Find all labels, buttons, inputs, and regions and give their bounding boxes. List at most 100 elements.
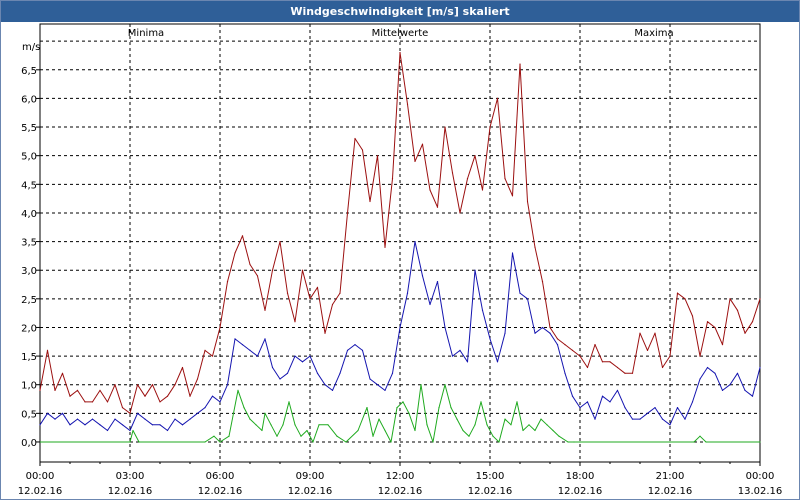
series-mittelwerte-point [669, 424, 671, 426]
series-minima-point [243, 407, 245, 409]
x-tick-time-label: 12:00 [386, 471, 415, 482]
axis-layer: 0,0 0,5 1,0 1,5 2,0 2,5 3,0 3,5 4,0 4,5 5,0 5,5 6,0 6… [18, 66, 783, 497]
series-mittelwerte-point [286, 372, 289, 374]
series-maxima-point [331, 303, 334, 306]
series-mittelwerte-point [676, 407, 679, 409]
series-maxima-point [511, 195, 514, 197]
series-minima-point [450, 407, 452, 409]
series-mittelwerte-point [474, 269, 476, 271]
series-mittelwerte-point [256, 355, 259, 357]
series-maxima-point [99, 389, 101, 391]
series-mittelwerte-point [391, 372, 394, 374]
x-tick-date-label: 12.02.16 [468, 486, 513, 497]
series-maxima-point [661, 366, 664, 369]
series-maxima-point [264, 309, 266, 311]
series-mittelwerte-point [586, 401, 589, 403]
series-mittelwerte-point [114, 418, 116, 420]
series-maxima-point [106, 401, 109, 403]
y-tick-label: 1,0 [21, 381, 37, 392]
series-minima-line [40, 384, 760, 443]
series-mittelwerte-point [151, 424, 154, 426]
x-tick-date-label: 12.02.16 [108, 486, 153, 497]
y-tick-label: 5,0 [21, 152, 37, 163]
series-maxima-point [181, 366, 184, 369]
series-minima-point [132, 429, 134, 432]
series-mittelwerte-point [129, 429, 131, 432]
series-maxima-point [226, 281, 229, 283]
series-maxima-point [76, 389, 79, 391]
series-mittelwerte-point [39, 424, 41, 426]
series-maxima-point [481, 189, 484, 191]
series-maxima-point [294, 321, 296, 323]
series-minima-point [336, 435, 338, 437]
series-minima-point [366, 407, 368, 409]
series-mittelwerte-point [504, 332, 506, 334]
series-maxima-point [354, 137, 356, 140]
series-maxima-point [526, 200, 529, 203]
series-minima-point [432, 441, 434, 443]
series-maxima-point [541, 281, 544, 283]
series-minima-point [540, 418, 542, 420]
series-maxima-point [129, 412, 131, 414]
series-maxima-point [676, 292, 679, 294]
series-maxima-point [324, 332, 326, 334]
series-mittelwerte-point [339, 372, 341, 374]
series-mittelwerte-point [226, 384, 229, 386]
series-maxima-point [46, 349, 49, 351]
series-minima-point [444, 384, 446, 386]
series-mittelwerte-point [541, 326, 544, 329]
series-maxima-point [639, 332, 641, 334]
series-maxima-point [721, 344, 724, 346]
y-tick-label: 5,5 [21, 123, 37, 134]
series-maxima-point [399, 52, 401, 54]
series-maxima-point [714, 326, 716, 329]
x-tick-time-label: 00:00 [26, 471, 55, 482]
series-minima-point [438, 407, 440, 409]
series-maxima-point [219, 326, 221, 329]
series-minima-point [474, 424, 476, 426]
x-tick-time-label: 21:00 [656, 471, 685, 482]
series-mittelwerte-point [234, 338, 236, 340]
series-maxima-point [196, 378, 199, 380]
series-maxima-point [729, 298, 731, 300]
series-minima-point [312, 441, 314, 443]
series-mittelwerte-point [661, 418, 664, 420]
series-maxima-point [204, 349, 206, 351]
series-mittelwerte-point [181, 424, 184, 426]
series-maxima-point [211, 355, 214, 357]
series-minima-point [276, 435, 278, 437]
series-mittelwerte-point [369, 378, 371, 380]
x-tick-date-label: 13.02.16 [738, 486, 783, 497]
series-mittelwerte-point [751, 395, 754, 397]
series-maxima-point [54, 389, 56, 391]
series-mittelwerte-point [196, 412, 199, 414]
y-tick-label: 3,5 [21, 238, 37, 249]
series-maxima-point [376, 155, 379, 157]
series-maxima-point [159, 401, 161, 403]
series-maxima-point [121, 407, 124, 409]
series-maxima-point [346, 212, 349, 214]
series-mittelwerte-point [69, 424, 71, 426]
series-mittelwerte-point [721, 389, 724, 391]
series-maxima-point [384, 246, 386, 248]
series-minima-point [249, 418, 251, 420]
series-maxima-point [586, 366, 589, 369]
series-minima-point [213, 435, 215, 437]
series-maxima-point [594, 344, 596, 346]
series-minima-point [204, 441, 206, 443]
x-tick-time-label: 09:00 [296, 471, 325, 482]
series-minima-point [327, 424, 329, 426]
series-minima-point [396, 407, 398, 409]
series-maxima-point [474, 155, 476, 157]
series-mittelwerte-point [571, 395, 574, 397]
y-tick-label: 3,0 [21, 266, 37, 277]
series-maxima-point [496, 97, 499, 99]
y-tick-label: 2,0 [21, 323, 37, 334]
series-maxima-point [646, 349, 649, 351]
series-maxima-point [436, 206, 439, 208]
series-mittelwerte-point [489, 338, 491, 340]
series-minima-point [378, 418, 380, 420]
series-mittelwerte-point [444, 326, 446, 329]
series-maxima-point [669, 355, 671, 357]
y-tick-label: 0,5 [21, 409, 37, 420]
